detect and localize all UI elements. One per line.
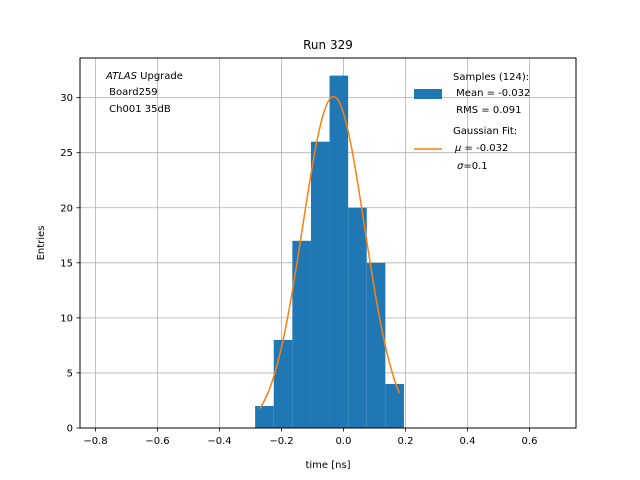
legend-sigma-symbol: σ <box>457 161 464 172</box>
annotation-line-3: Ch001 35dB <box>106 104 171 115</box>
y-tick-label: 30 <box>60 93 73 104</box>
y-tick-label: 20 <box>60 203 73 214</box>
y-tick-label: 25 <box>60 148 73 159</box>
legend-hist-line-3: RMS = 0.091 <box>453 105 521 116</box>
gaussian-fit <box>259 95 400 409</box>
histogram-bar <box>273 339 293 428</box>
annotation-line-2: Board259 <box>106 87 158 98</box>
legend-fit-line-3: σ=0.1 <box>457 161 488 172</box>
legend-fit-line-1: Gaussian Fit: <box>453 126 517 137</box>
atlas-annotation: ATLAS Upgrade Board259 Ch001 35dB <box>105 71 183 115</box>
legend-fit-line-2: μ = -0.032 <box>454 143 508 154</box>
histogram-bars <box>255 75 404 428</box>
y-axis-label: Entries <box>36 226 47 261</box>
annotation-rest: Upgrade <box>137 71 183 82</box>
histogram-bar <box>292 240 311 428</box>
legend-mu-value: = -0.032 <box>461 143 508 154</box>
histogram-bar <box>310 141 330 428</box>
x-tick-label: 0.6 <box>522 436 538 447</box>
x-axis-label: time [ns] <box>305 460 350 471</box>
legend-sigma-value: =0.1 <box>463 161 487 172</box>
annotation-italic-word: ATLAS <box>105 71 138 82</box>
histogram-bar <box>348 207 367 428</box>
histogram-bar <box>329 75 349 428</box>
x-tick-label: −0.6 <box>145 436 169 447</box>
x-tick-label: 0.4 <box>460 436 476 447</box>
x-tick-label: 0.2 <box>398 436 414 447</box>
histogram-bar <box>255 405 274 428</box>
legend-hist-line-2: Mean = -0.032 <box>453 88 530 99</box>
chart-title: Run 329 <box>303 38 353 52</box>
gaussian-fit-line <box>259 95 400 409</box>
y-tick-label: 15 <box>60 258 73 269</box>
y-tick-label: 10 <box>60 313 73 324</box>
x-tick-label: −0.2 <box>269 436 293 447</box>
legend: Samples (124): Mean = -0.032 RMS = 0.091… <box>414 72 530 172</box>
legend-hist-line-1: Samples (124): <box>453 72 529 83</box>
x-axis-ticks: −0.8 −0.6 −0.4 −0.2 0.0 0.2 0.4 0.6 <box>83 428 537 447</box>
y-tick-label: 0 <box>67 424 73 435</box>
axes-frame <box>79 57 577 429</box>
x-tick-label: −0.8 <box>83 436 107 447</box>
annotation-line-1: ATLAS Upgrade <box>105 71 183 82</box>
y-tick-label: 5 <box>67 368 73 379</box>
y-axis-ticks: 0 5 10 15 20 25 30 <box>60 93 80 435</box>
x-tick-label: 0.0 <box>336 436 352 447</box>
histogram-bar <box>366 262 386 428</box>
legend-hist-swatch <box>414 89 442 99</box>
histogram-bar <box>385 383 404 428</box>
x-tick-label: −0.4 <box>207 436 231 447</box>
legend-mu-symbol: μ <box>454 143 461 154</box>
